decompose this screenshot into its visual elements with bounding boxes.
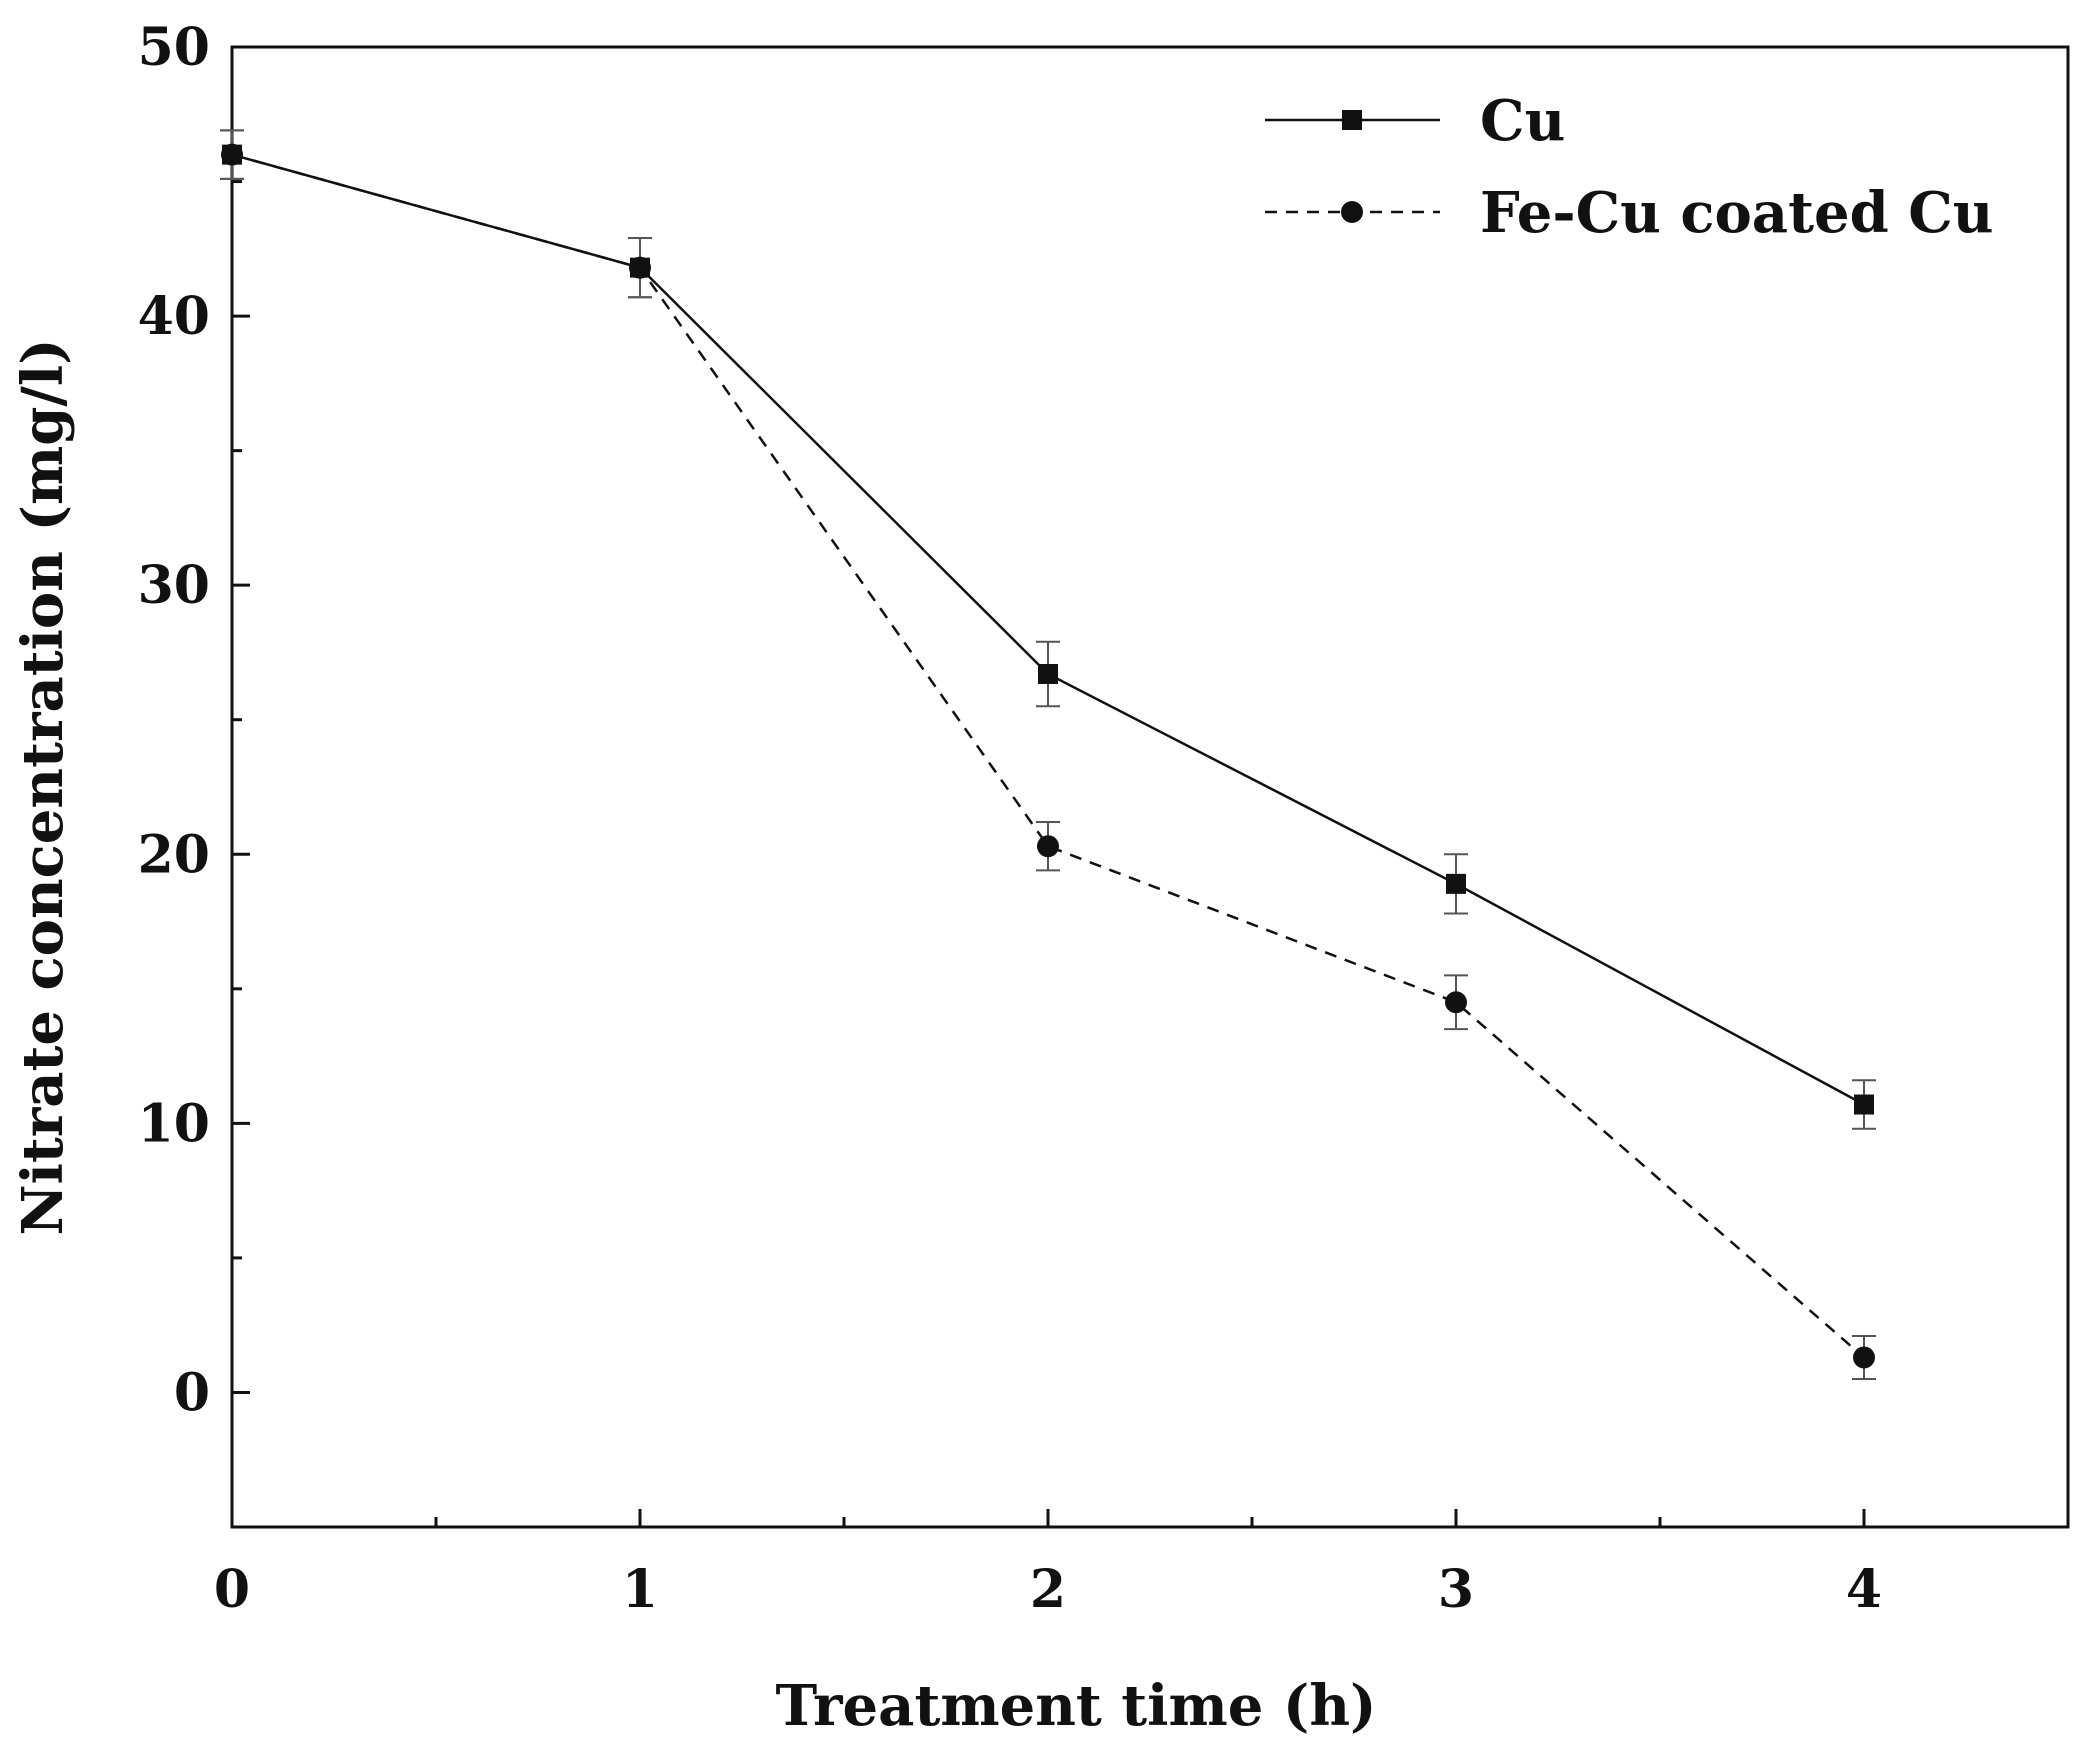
data-point: [1853, 1346, 1875, 1369]
data-point: [1038, 663, 1058, 684]
x-tick-label: 1: [622, 1559, 658, 1620]
plot-frame: [230, 45, 2070, 1529]
data-point: [629, 256, 651, 279]
legend-label: Cu: [1480, 88, 1565, 154]
y-axis-title: Nitrate concentration (mg/l): [10, 338, 76, 1235]
series-line: [231, 153, 1865, 1359]
y-tick-label: 40: [138, 286, 210, 347]
series-layer: [220, 129, 1876, 1380]
legend-marker: [1342, 110, 1362, 130]
y-tick-label: 0: [174, 1362, 210, 1423]
x-tick-label: 3: [1438, 1559, 1474, 1620]
y-tick-label: 30: [138, 555, 210, 616]
x-tick-label: 2: [1030, 1559, 1066, 1620]
data-point: [221, 143, 243, 166]
legend-marker: [1341, 201, 1363, 223]
data-point: [1445, 991, 1467, 1014]
series-line: [231, 153, 1865, 1106]
data-point: [1446, 873, 1466, 894]
x-axis-title: Treatment time (h): [775, 1673, 1376, 1739]
y-tick-label: 20: [138, 824, 210, 885]
data-point: [1854, 1094, 1874, 1115]
series-fe-cu-coated-cu: [220, 129, 1876, 1380]
y-tick-label: 50: [138, 17, 210, 78]
y-tick-label: 10: [138, 1093, 210, 1154]
x-tick-label: 0: [214, 1559, 250, 1620]
legend-label: Fe-Cu coated Cu: [1480, 180, 1994, 246]
series-cu: [220, 129, 1876, 1130]
data-point: [1037, 835, 1059, 858]
legend: Cu Fe-Cu coated Cu: [1265, 88, 1994, 246]
x-tick-label: 4: [1846, 1559, 1882, 1620]
